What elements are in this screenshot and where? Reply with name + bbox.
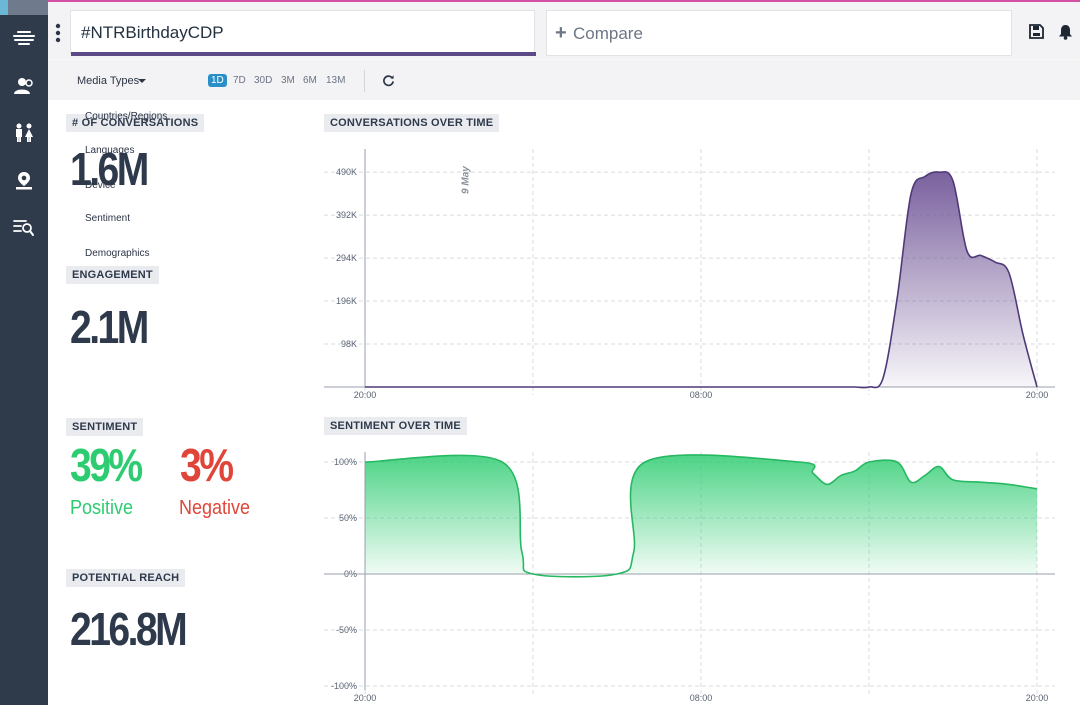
location-icon[interactable] <box>10 167 38 195</box>
x-tick-label: 20:00 <box>1026 390 1049 400</box>
range-1d[interactable]: 1D <box>208 74 227 87</box>
topic-search-input[interactable]: #NTRBirthdayCDP <box>70 10 536 56</box>
x-tick-label: 20:00 <box>354 390 377 400</box>
y-tick-label: -100% <box>331 681 357 691</box>
series-area <box>365 171 1037 388</box>
dropdown-item-sentiment[interactable]: Sentiment <box>85 213 131 224</box>
negative-label: Negative <box>179 497 251 519</box>
x-tick-label: 08:00 <box>690 693 713 703</box>
sentiment-chart-title: SENTIMENT OVER TIME <box>324 417 467 435</box>
y-tick-label: 196K <box>336 296 357 306</box>
range-7d[interactable]: 7D <box>233 75 246 86</box>
compare-label: Compare <box>573 24 643 43</box>
conversations-value: 1.6M <box>70 143 149 195</box>
sentiment-over-time-chart: 100%50%0%-50%-100%20:00 08:00 20:00 <box>324 452 1055 703</box>
y-tick-label: 100% <box>334 457 357 467</box>
engagement-value: 2.1M <box>70 301 149 353</box>
y-tick-label: 392K <box>336 210 357 220</box>
dashboard-content <box>48 100 1080 705</box>
bell-icon[interactable] <box>1058 24 1074 40</box>
x-tick-label: 08:00 <box>690 390 713 400</box>
range-30d[interactable]: 30D <box>254 75 273 86</box>
y-tick-label: -50% <box>336 625 357 635</box>
y-tick-label: 50% <box>339 513 357 523</box>
y-tick-label: 98K <box>341 339 357 349</box>
dropdown-item-demographics[interactable]: Demographics <box>85 248 150 259</box>
audience-icon[interactable] <box>10 72 38 100</box>
y-tick-label: 490K <box>336 167 357 177</box>
topic-search-value: #NTRBirthdayCDP <box>81 23 224 42</box>
dropdown-item-countries[interactable]: Countries/Regions <box>85 111 168 122</box>
range-6m[interactable]: 6M <box>303 75 317 86</box>
compare-input[interactable]: + Compare <box>546 10 1012 56</box>
range-13m[interactable]: 13M <box>326 75 346 86</box>
conversations-over-time-chart: 98K 196K 294K 392K 490K 20:00 08:00 20:00 9 May <box>324 149 1055 400</box>
sentiment-label: SENTIMENT <box>66 418 144 436</box>
refresh-icon[interactable] <box>382 74 396 88</box>
date-annotation: 9 May <box>461 166 472 194</box>
conversations-label: # OF CONVERSATIONS <box>66 114 205 132</box>
potential-reach-value: 216.8M <box>70 603 188 655</box>
listening-stream-icon[interactable] <box>10 24 38 52</box>
y-tick-label: 294K <box>336 253 357 263</box>
dropdown-item-languages[interactable]: Languages <box>85 145 135 156</box>
search-list-icon[interactable] <box>10 213 38 241</box>
series-line <box>364 454 1038 578</box>
sidebar-top-strip <box>0 0 48 15</box>
negative-percent: 3% <box>180 439 234 491</box>
toolbar-divider <box>364 70 365 92</box>
positive-label: Positive <box>70 497 134 519</box>
sidebar <box>0 0 48 705</box>
dropdown-item-device[interactable]: Device <box>85 180 116 191</box>
top-accent-line <box>0 0 1080 2</box>
sidebar-active-indicator <box>0 0 8 15</box>
series-line <box>365 170 1038 389</box>
chevron-down-icon <box>138 79 146 83</box>
positive-percent: 39% <box>70 439 143 491</box>
active-topic-underline <box>71 52 536 56</box>
x-tick-label: 20:00 <box>1026 693 1049 703</box>
series-area <box>365 454 1037 577</box>
plus-icon: + <box>555 22 567 44</box>
range-3m[interactable]: 3M <box>281 75 295 86</box>
conversations-chart-title: CONVERSATIONS OVER TIME <box>324 114 500 132</box>
x-tick-label: 20:00 <box>354 693 377 703</box>
media-types-dropdown[interactable]: Media Types <box>77 75 140 87</box>
demographics-icon[interactable] <box>10 119 38 147</box>
filter-toolbar <box>48 60 1080 101</box>
potential-reach-label: POTENTIAL REACH <box>66 569 186 587</box>
save-icon[interactable] <box>1029 24 1045 40</box>
engagement-label: ENGAGEMENT <box>66 266 159 284</box>
more-options-icon[interactable] <box>54 22 62 44</box>
